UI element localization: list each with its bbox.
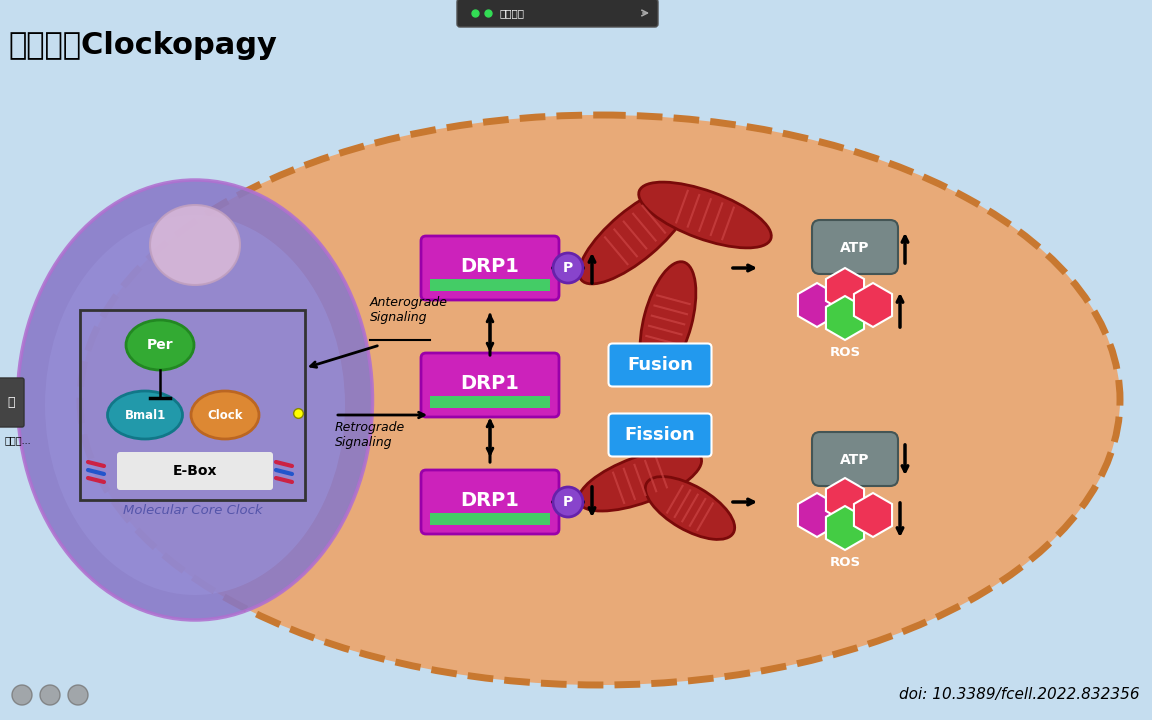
Text: Per: Per	[146, 338, 173, 352]
Text: DRP1: DRP1	[461, 490, 520, 510]
Text: DRP1: DRP1	[461, 256, 520, 276]
Polygon shape	[798, 283, 836, 327]
Ellipse shape	[641, 261, 696, 378]
Text: 〈: 〈	[7, 395, 15, 408]
Text: E-Box: E-Box	[173, 464, 218, 478]
Polygon shape	[826, 296, 864, 340]
Polygon shape	[854, 493, 892, 537]
FancyBboxPatch shape	[0, 378, 24, 427]
Ellipse shape	[107, 391, 182, 439]
Polygon shape	[798, 493, 836, 537]
Text: 点什么...: 点什么...	[5, 435, 31, 445]
Polygon shape	[854, 283, 892, 327]
Ellipse shape	[68, 685, 88, 705]
Text: Molecular Core Clock: Molecular Core Clock	[123, 503, 263, 516]
FancyBboxPatch shape	[457, 0, 658, 27]
FancyBboxPatch shape	[420, 470, 559, 534]
FancyBboxPatch shape	[420, 353, 559, 417]
Text: ATP: ATP	[840, 241, 870, 255]
Polygon shape	[826, 478, 864, 522]
Text: Fission: Fission	[624, 426, 696, 444]
Ellipse shape	[645, 477, 735, 539]
Text: doi: 10.3389/fcell.2022.832356: doi: 10.3389/fcell.2022.832356	[900, 688, 1140, 703]
Ellipse shape	[579, 186, 691, 284]
Ellipse shape	[126, 320, 194, 370]
Ellipse shape	[45, 215, 344, 595]
Ellipse shape	[150, 205, 240, 285]
Text: Clock: Clock	[207, 408, 243, 421]
Ellipse shape	[79, 115, 1120, 685]
Ellipse shape	[553, 253, 583, 283]
Ellipse shape	[12, 685, 32, 705]
Text: Fusion: Fusion	[627, 356, 694, 374]
Text: P: P	[563, 261, 574, 275]
Text: ROS: ROS	[829, 556, 861, 569]
Ellipse shape	[638, 182, 772, 248]
Ellipse shape	[578, 449, 702, 511]
Ellipse shape	[17, 180, 372, 620]
FancyBboxPatch shape	[118, 452, 273, 490]
Text: ATP: ATP	[840, 453, 870, 467]
Polygon shape	[826, 506, 864, 550]
Text: 腾讯会议: 腾讯会议	[500, 8, 525, 18]
Text: 线粒体和Clockopagy: 线粒体和Clockopagy	[8, 30, 276, 60]
Ellipse shape	[40, 685, 60, 705]
FancyBboxPatch shape	[812, 432, 899, 486]
FancyBboxPatch shape	[812, 220, 899, 274]
Text: Bmal1: Bmal1	[124, 408, 166, 421]
Ellipse shape	[191, 391, 259, 439]
FancyBboxPatch shape	[608, 343, 712, 387]
Text: P: P	[563, 495, 574, 509]
FancyBboxPatch shape	[420, 236, 559, 300]
Text: Anterograde
Signaling: Anterograde Signaling	[370, 296, 448, 324]
Text: ROS: ROS	[829, 346, 861, 359]
Ellipse shape	[553, 487, 583, 517]
FancyBboxPatch shape	[430, 396, 550, 408]
FancyBboxPatch shape	[430, 513, 550, 525]
Text: Retrograde
Signaling: Retrograde Signaling	[335, 421, 406, 449]
FancyBboxPatch shape	[608, 413, 712, 456]
Text: DRP1: DRP1	[461, 374, 520, 392]
FancyBboxPatch shape	[430, 279, 550, 291]
Polygon shape	[826, 268, 864, 312]
